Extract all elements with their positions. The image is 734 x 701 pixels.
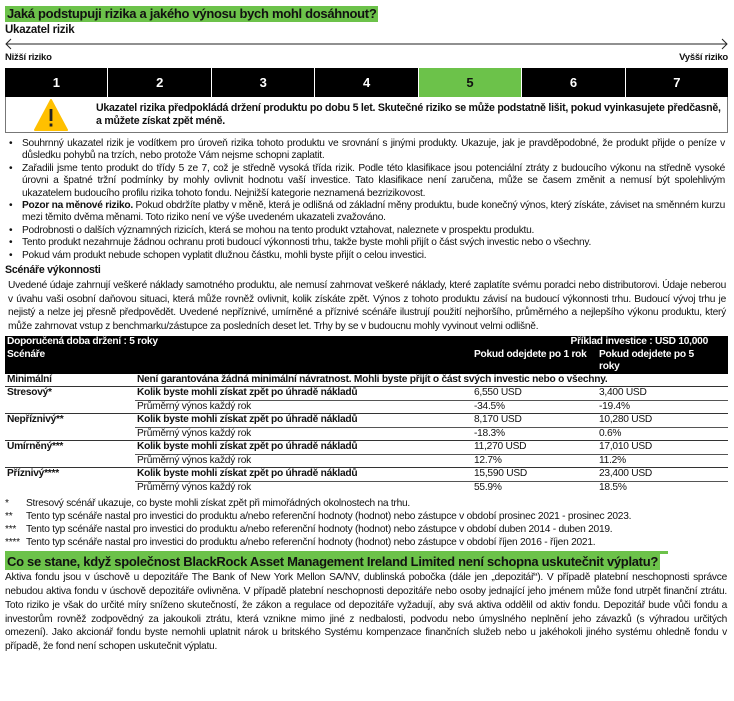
warning-triangle-icon — [34, 98, 68, 131]
amount-5y: 17,010 USD — [597, 440, 728, 455]
higher-risk-label: Vyšší riziko — [679, 52, 728, 63]
risk-level-2: 2 — [108, 68, 212, 97]
risk-indicator-heading: Ukazatel rizik — [5, 24, 75, 36]
risk-bullet: Pokud vám produkt nebude schopen vyplati… — [8, 249, 725, 263]
col-header-scenario: Scénáře — [5, 348, 472, 374]
bullet-text: Souhrnný ukazatel rizik je vodítkem pro … — [22, 138, 725, 162]
document-page: Jaká podstupuji rizika a jakého výnosu b… — [0, 0, 734, 658]
amount-label: Kolik byste mohli získat zpět po úhradě … — [135, 467, 472, 482]
performance-scenarios-intro: Uvedené údaje zahrnují veškeré náklady s… — [8, 280, 726, 332]
amount-5y: 3,400 USD — [597, 386, 728, 401]
risk-bullet: Pozor na měnové riziko. Pokud obdržíte p… — [8, 200, 725, 225]
scenario-name: Umírněný*** — [5, 440, 135, 455]
footnote-text: Tento typ scénáře nastal pro investici d… — [26, 537, 596, 549]
risk-warning-text: Ukazatel rizika předpokládá držení produ… — [96, 101, 721, 127]
return-label: Průměrný výnos každý rok — [137, 400, 252, 412]
minimum-text: Není garantována žádná minimální návratn… — [137, 373, 608, 385]
footnote-text: Tento typ scénáře nastal pro investici d… — [26, 511, 632, 523]
table-row: Příznivý**** Kolik byste mohli získat zpě… — [5, 467, 728, 482]
footnote-text: Tento typ scénáře nastal pro investici d… — [26, 524, 613, 536]
bullet-text: Podrobnosti o dalších významných rizicíc… — [22, 224, 535, 236]
amount-1y: 11,270 USD — [472, 440, 597, 455]
scenario-name: Nepříznivý** — [5, 413, 135, 428]
lower-risk-label: Nižší riziko — [5, 52, 52, 63]
amount-label: Kolik byste mohli získat zpět po úhradě … — [135, 440, 472, 455]
risk-level-5: 5 — [418, 68, 523, 97]
table-row: Nepříznivý** Kolik byste mohli získat zpě… — [5, 413, 728, 428]
col-header-1-year: Pokud odejdete po 1 rok — [472, 348, 597, 374]
risk-level-1: 1 — [5, 68, 109, 97]
performance-scenarios-heading: Scénáře výkonnosti — [5, 264, 101, 277]
amount-1y: 15,590 USD — [472, 467, 597, 482]
footnote: **** Tento typ scénáře nastal pro investi… — [5, 536, 725, 549]
table-row: Stresový* Kolik byste mohli získat zpět p… — [5, 386, 728, 401]
return-label: Průměrný výnos každý rok — [137, 454, 252, 466]
return-5y: -19.4% — [599, 400, 630, 412]
bullet-text: Pokud vám produkt nebude schopen vyplati… — [22, 249, 427, 261]
footnotes: * Stresový scénář ukazuje, co byste mohli… — [5, 497, 725, 549]
default-text: Aktiva fondu jsou v úschově u depozitáře… — [5, 572, 727, 652]
risk-level-6: 6 — [522, 68, 626, 97]
return-5y: 0.6% — [599, 427, 622, 439]
amount-5y: 10,280 USD — [597, 413, 728, 428]
return-1y: -18.3% — [474, 427, 505, 439]
risk-bullet: Zařadili jsme tento produkt do třídy 5 z… — [8, 163, 725, 200]
return-1y: 55.9% — [474, 481, 502, 493]
scenario-minimum: Minimální — [7, 373, 52, 385]
amount-label: Kolik byste mohli získat zpět po úhradě … — [135, 413, 472, 428]
amount-5y: 23,400 USD — [597, 467, 728, 482]
table-row: Průměrný výnos každý rok 55.9% 18.5% — [5, 481, 728, 494]
risk-bullets: Souhrnný ukazatel rizik je vodítkem pro … — [5, 138, 725, 262]
risk-bullet: Tento produkt nezahrnuje žádnou ochranu … — [8, 237, 725, 250]
risk-warning: Ukazatel rizika předpokládá držení produ… — [5, 97, 728, 133]
bullet-bold: Pozor na měnové riziko. — [22, 200, 133, 212]
risk-scale-labels: Nižší riziko Vyšší riziko — [5, 52, 728, 64]
footnote-mark: *** — [5, 524, 17, 536]
table-row: Umírněný*** Kolik byste mohli získat zpět… — [5, 440, 728, 455]
section-title-default: Co se stane, když společnost BlackRock A… — [5, 554, 660, 571]
return-5y: 18.5% — [599, 481, 627, 493]
footnote: * Stresový scénář ukazuje, co byste mohli… — [5, 497, 725, 510]
footnote-mark: ** — [5, 511, 13, 523]
amount-label: Kolik byste mohli získat zpět po úhradě … — [135, 386, 472, 401]
table-row: Průměrný výnos každý rok -18.3% 0.6% — [5, 427, 728, 441]
table-row: Průměrný výnos každý rok 12.7% 11.2% — [5, 454, 728, 468]
return-label: Průměrný výnos každý rok — [137, 481, 252, 493]
scenario-name: Příznivý**** — [5, 467, 135, 482]
footnote: ** Tento typ scénáře nastal pro investici… — [5, 510, 725, 523]
amount-1y: 6,550 USD — [472, 386, 597, 401]
risk-level-4: 4 — [315, 68, 419, 97]
return-1y: -34.5% — [474, 400, 505, 412]
holding-period: Doporučená doba držení : 5 roky — [5, 336, 472, 349]
double-arrow-icon — [5, 38, 728, 50]
bullet-text: Zařadili jsme tento produkt do třídy 5 z… — [22, 162, 725, 199]
scenario-name: Stresový* — [5, 386, 135, 401]
footnote: *** Tento typ scénáře nastal pro investic… — [5, 523, 725, 536]
section-title-risk: Jaká podstupuji rizika a jakého výnosu b… — [5, 6, 379, 22]
footnote-mark: * — [5, 498, 9, 510]
footnote-mark: **** — [5, 537, 20, 549]
return-5y: 11.2% — [599, 454, 626, 466]
col-header-5-years: Pokud odejdete po 5 roky — [597, 348, 728, 374]
return-label: Průměrný výnos každý rok — [137, 427, 252, 439]
footnote-text: Stresový scénář ukazuje, co byste mohli … — [26, 498, 410, 510]
bullet-text: Pokud obdržíte platby v měně, která je o… — [22, 200, 725, 224]
amount-1y: 8,170 USD — [472, 413, 597, 428]
risk-level-7: 7 — [673, 75, 681, 90]
scenarios-table: Doporučená doba držení : 5 roky Příklad i… — [5, 336, 728, 494]
investment-example: Příklad investice : USD 10,000 — [472, 336, 728, 349]
section-divider — [5, 551, 668, 555]
table-row: Průměrný výnos každý rok -34.5% -19.4% — [5, 400, 728, 414]
return-1y: 12.7% — [474, 454, 502, 466]
bullet-text: Tento produkt nezahrnuje žádnou ochranu … — [22, 237, 592, 249]
risk-level-3: 3 — [212, 68, 316, 97]
risk-bullet: Souhrnný ukazatel rizik je vodítkem pro … — [8, 138, 725, 163]
risk-bullet: Podrobnosti o dalších významných rizicíc… — [8, 224, 725, 238]
